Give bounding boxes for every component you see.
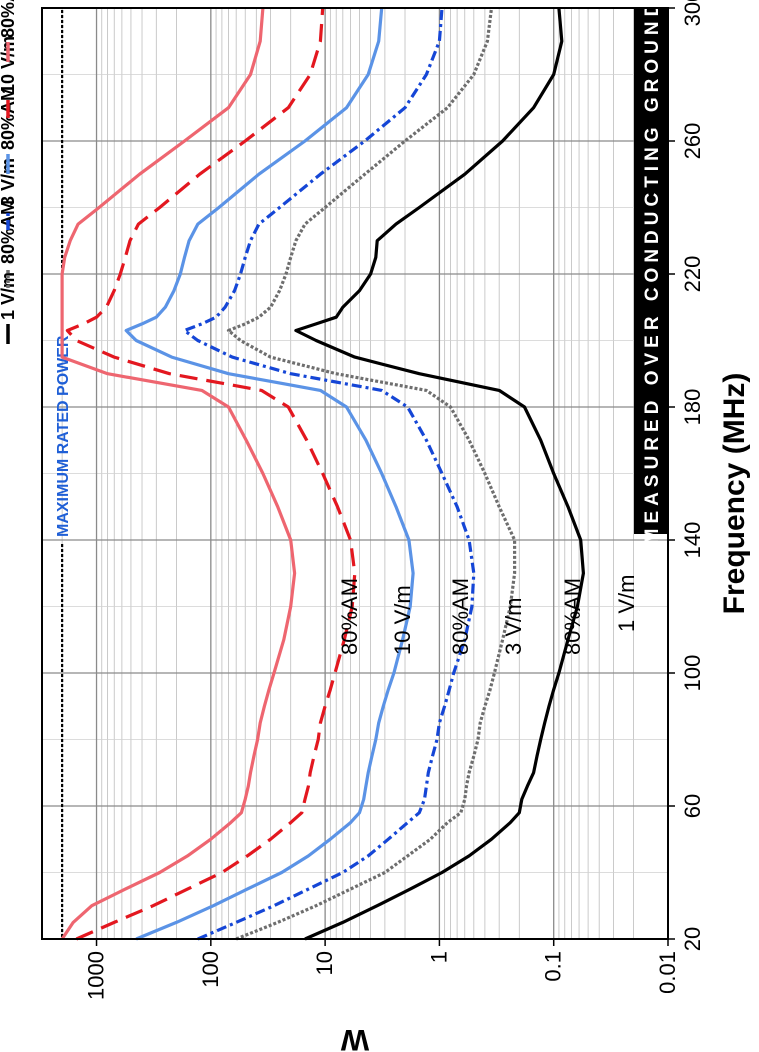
x-tick-label: 300 [680, 0, 705, 26]
y-tick-label: 0.01 [655, 951, 680, 994]
legend-label: 80%AM [0, 0, 18, 38]
series-line-3 [124, 7, 415, 941]
legend-label: 10 V/m [0, 36, 18, 94]
series-group [60, 7, 585, 941]
x-tick-label: 260 [680, 123, 705, 160]
legend-label: 1 V/m [0, 272, 18, 320]
y-tick-label: 0.1 [541, 951, 566, 982]
y-tick-label: 1 [426, 951, 451, 963]
curve-label: 3 V/m [501, 598, 526, 655]
series-line-0 [294, 7, 585, 941]
curve-label: 80%AM [560, 578, 585, 655]
x-tick-label: 100 [680, 655, 705, 692]
series-line-5 [60, 7, 297, 940]
x-tick-label: 140 [680, 522, 705, 559]
plot-frame [41, 7, 669, 940]
curve-label: 80%AM [448, 578, 473, 655]
axes: 20 60 100 140 180 220 260 300 0.01 0.1 1 10 100 1000 [41, 0, 705, 1000]
x-tick-label: 180 [680, 389, 705, 426]
max-power-line-group: MAXIMUM RATED POWER [55, 10, 72, 937]
curve-label: 1 V/m [614, 575, 639, 632]
annotation-text: MEASURED OVER CONDUCTING GROUND [642, 0, 663, 544]
grid [41, 7, 669, 940]
overlay-group: 80%AM 10 V/m 80%AM 3 V/m 80%AM 1 V/m MEASURED … [337, 0, 668, 655]
legend-label: 80%AM [0, 200, 18, 264]
x-tick-label: 20 [680, 927, 705, 951]
legend-label: 3 V/m [0, 158, 18, 206]
x-axis-title: Frequency (MHz) [718, 373, 751, 615]
y-tick-label: 10 [312, 951, 337, 975]
x-tick-label: 60 [680, 794, 705, 818]
annotation-banner [634, 8, 668, 534]
y-tick-label: 100 [198, 951, 223, 988]
y-axis-title: W [340, 1023, 369, 1052]
x-tick-label: 220 [680, 256, 705, 293]
series-line-1 [226, 7, 517, 941]
max-power-label: MAXIMUM RATED POWER [55, 335, 72, 537]
curve-label: 80%AM [337, 578, 362, 655]
y-tick-label: 1000 [84, 951, 109, 1000]
series-line-4 [65, 7, 357, 941]
series-line-2 [182, 7, 476, 941]
curve-label: 10 V/m [390, 585, 415, 655]
